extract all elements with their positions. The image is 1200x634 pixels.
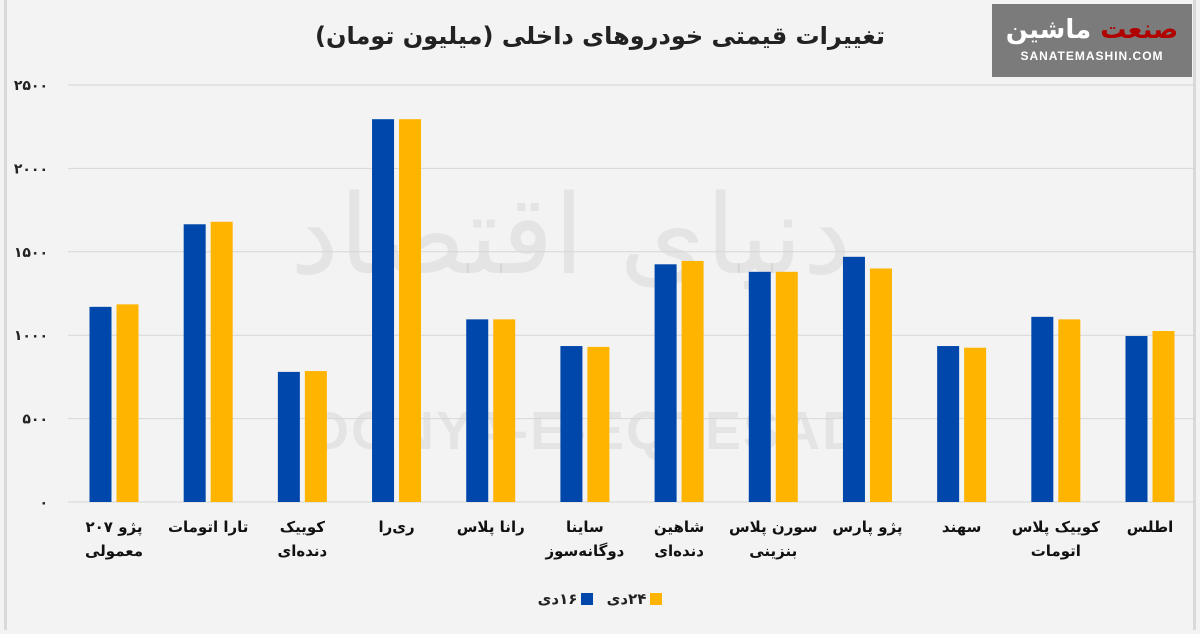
legend-item-series-1: ۱۶دی (538, 590, 594, 608)
x-tick-label: ساینا (566, 518, 604, 536)
y-tick-label: ۲۵۰۰ (14, 78, 48, 94)
x-tick-label: اطلس (1127, 518, 1174, 536)
chart-frame (4, 0, 1196, 630)
legend-label: ۱۶دی (537, 590, 578, 608)
x-tick-label: بنزینی (749, 542, 797, 560)
x-tick-label: پژو ۲۰۷ (86, 518, 143, 537)
bar-1-6 (560, 346, 583, 502)
bar-1-11 (1031, 316, 1054, 502)
y-tick-label: ۲۰۰۰ (14, 161, 48, 177)
x-tick-label: شاهین (654, 518, 704, 536)
x-tick-label: سهند (942, 518, 981, 536)
legend: ۱۶دی ۲۴دی (0, 590, 1200, 609)
y-tick-label: ۱۰۰۰ (14, 328, 48, 344)
logo-latin: SANATEMASHIN.COM (1020, 49, 1164, 63)
bar-2-8 (775, 271, 798, 502)
x-tick-label: سورن پلاس (729, 518, 818, 537)
bar-2-2 (210, 221, 233, 502)
legend-label: ۲۴دی (606, 590, 647, 608)
bar-2-11 (1058, 319, 1081, 502)
bar-1-5 (466, 319, 489, 502)
x-tick-label: اتومات (1031, 542, 1081, 560)
bar-2-3 (304, 371, 327, 502)
chart-title: تغییرات قیمتی خودروهای داخلی (میلیون توم… (315, 22, 885, 50)
logo-word-red: صنعت (1100, 15, 1179, 45)
bar-1-1 (89, 306, 112, 502)
y-tick-label: ۱۵۰۰ (14, 245, 48, 261)
y-tick-label: ۵۰۰ (22, 412, 48, 428)
bar-1-12 (1125, 336, 1148, 502)
bar-1-9 (842, 256, 865, 502)
legend-item-series-2: ۲۴دی (607, 590, 663, 608)
logo-persian: صنعت ماشین (992, 12, 1192, 48)
legend-swatch (650, 593, 663, 605)
bar-2-7 (681, 260, 704, 502)
bar-2-4 (399, 119, 422, 502)
x-tick-label: دوگانه‌سوز (544, 542, 624, 560)
bar-2-12 (1152, 331, 1175, 502)
x-tick-label: پژو پارس (832, 518, 902, 537)
x-tick-label: دنده‌ای (654, 542, 704, 560)
bar-1-2 (183, 224, 206, 502)
bar-1-8 (748, 271, 771, 502)
x-tick-label: کوییک (280, 518, 326, 536)
x-tick-label: دنده‌ای (277, 542, 327, 560)
logo-word-white: ماشین (1005, 15, 1092, 45)
x-tick-label: تارا اتومات (168, 518, 248, 536)
x-tick-label: معمولی (85, 542, 143, 560)
x-tick-label: رانا پلاس (457, 518, 525, 537)
bar-2-6 (587, 346, 610, 502)
x-tick-label: کوییک پلاس (1012, 518, 1100, 537)
y-tick-label: ۰ (39, 495, 48, 511)
bar-1-10 (937, 346, 960, 502)
bar-1-7 (654, 264, 677, 502)
x-tick-label: ری‌را (378, 518, 414, 536)
bar-1-4 (372, 119, 395, 502)
bar-2-1 (116, 304, 139, 502)
bar-2-5 (493, 319, 516, 502)
bar-2-10 (964, 347, 987, 502)
bar-2-9 (869, 268, 892, 502)
sanatemashin-logo: صنعت ماشین SANATEMASHIN.COM (992, 4, 1192, 77)
legend-swatch (581, 593, 594, 605)
bar-1-3 (277, 371, 300, 502)
